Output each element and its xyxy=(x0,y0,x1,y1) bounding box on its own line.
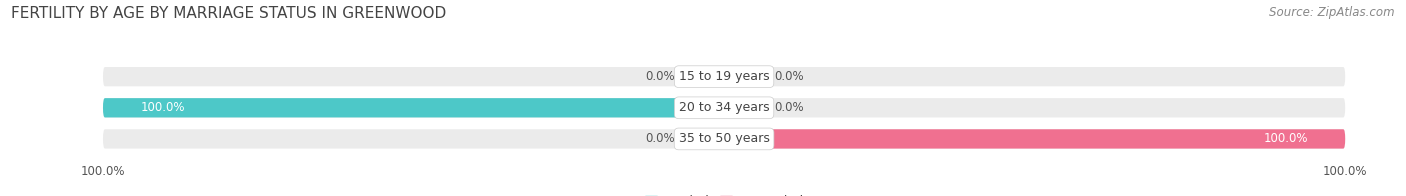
Text: 15 to 19 years: 15 to 19 years xyxy=(679,70,769,83)
Text: 35 to 50 years: 35 to 50 years xyxy=(679,132,769,145)
FancyBboxPatch shape xyxy=(103,129,1346,149)
Text: 100.0%: 100.0% xyxy=(1264,132,1308,145)
Text: 20 to 34 years: 20 to 34 years xyxy=(679,101,769,114)
FancyBboxPatch shape xyxy=(103,98,1346,117)
FancyBboxPatch shape xyxy=(724,98,755,117)
Text: Source: ZipAtlas.com: Source: ZipAtlas.com xyxy=(1270,6,1395,19)
Text: 0.0%: 0.0% xyxy=(645,70,675,83)
Text: 100.0%: 100.0% xyxy=(141,101,184,114)
FancyBboxPatch shape xyxy=(724,129,1346,149)
Text: FERTILITY BY AGE BY MARRIAGE STATUS IN GREENWOOD: FERTILITY BY AGE BY MARRIAGE STATUS IN G… xyxy=(11,6,447,21)
FancyBboxPatch shape xyxy=(693,67,724,86)
Text: 0.0%: 0.0% xyxy=(645,132,675,145)
Text: 0.0%: 0.0% xyxy=(773,101,803,114)
Text: 0.0%: 0.0% xyxy=(773,70,803,83)
FancyBboxPatch shape xyxy=(103,98,724,117)
FancyBboxPatch shape xyxy=(103,67,1346,86)
FancyBboxPatch shape xyxy=(693,129,724,149)
Legend: Married, Unmarried: Married, Unmarried xyxy=(640,190,808,196)
FancyBboxPatch shape xyxy=(724,67,755,86)
